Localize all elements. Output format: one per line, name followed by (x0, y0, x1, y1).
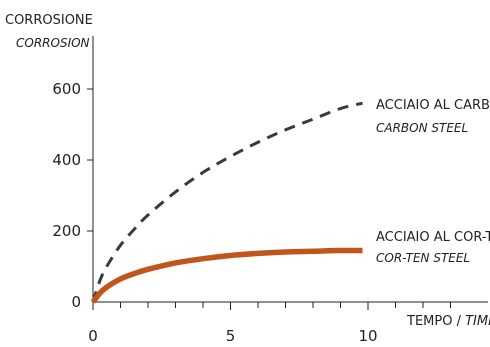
series-label-carbon: ACCIAIO AL CARBONIO (376, 98, 490, 113)
corten-steel-line (90, 247, 363, 304)
carbon-steel-line (91, 101, 363, 303)
series-label-corten: ACCIAIO AL COR-TEN (376, 230, 490, 245)
x-axis-title: TEMPO / TIME (406, 314, 490, 329)
series-label-carbon-en: CARBON STEEL (376, 121, 468, 135)
y-axis-title: CORROSIONE (5, 13, 93, 28)
y-axis-title-en: CORROSION (16, 36, 90, 50)
x-tick-label-5: 5 (226, 327, 236, 345)
axis-ticks: 0 200 400 600 0 5 10 (52, 80, 451, 345)
y-tick-label-0: 0 (71, 293, 81, 311)
y-tick-label-600: 600 (52, 80, 81, 98)
y-tick-label-400: 400 (52, 151, 81, 169)
x-axis-title-it: TEMPO / (406, 314, 465, 329)
series-label-corten-en: COR-TEN STEEL (376, 251, 470, 265)
y-tick-label-200: 200 (52, 222, 81, 240)
x-tick-label-0: 0 (88, 327, 98, 345)
x-tick-label-10: 10 (358, 327, 377, 345)
series-group (90, 101, 363, 304)
x-axis-title-en: TIME (465, 314, 490, 329)
